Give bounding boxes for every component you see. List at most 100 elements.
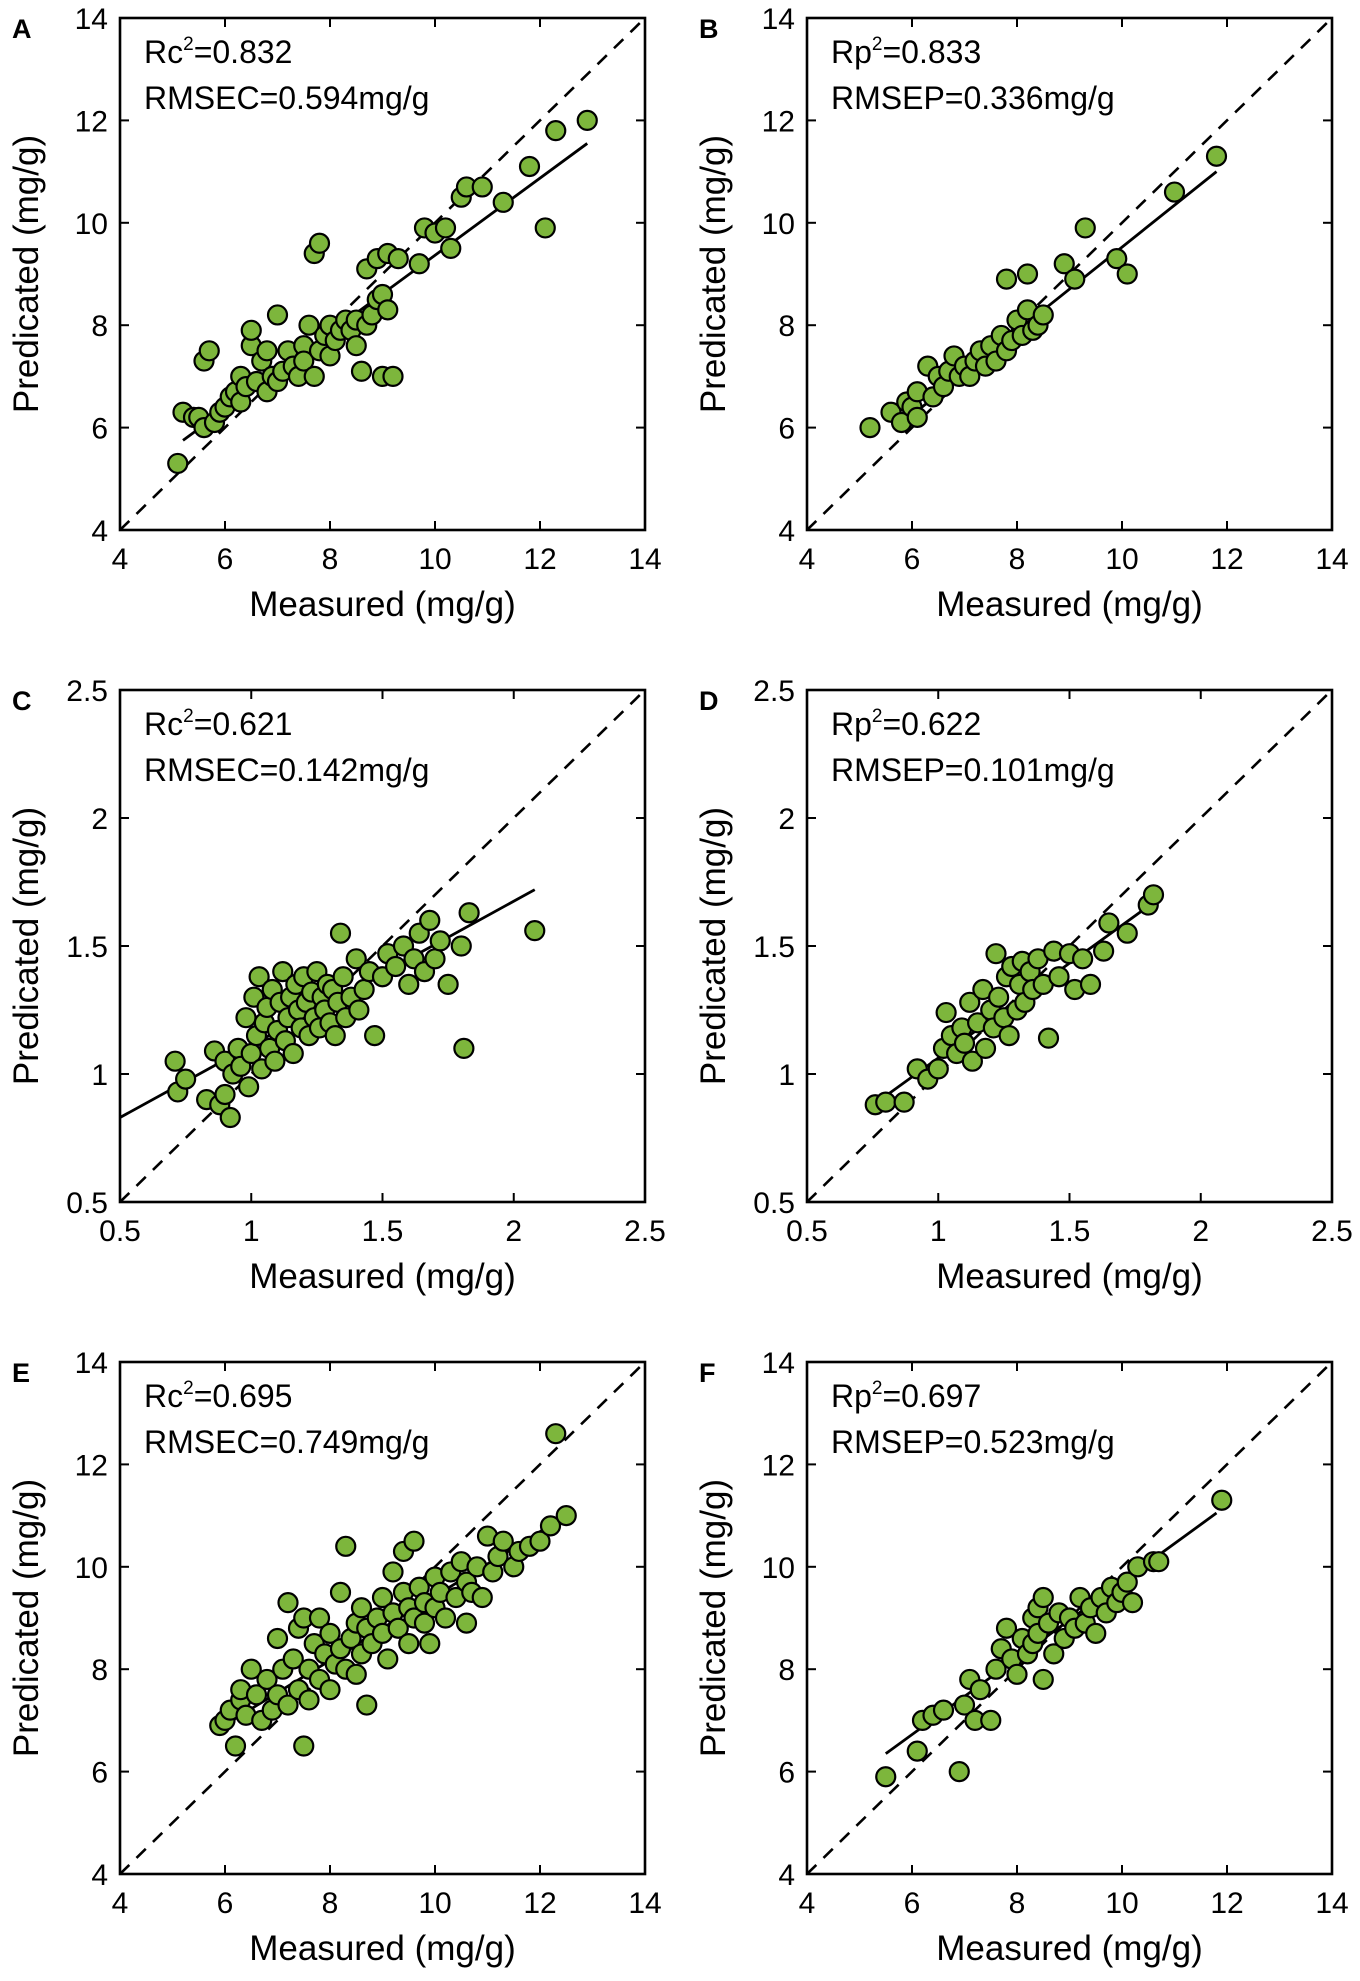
x-tick-label-a-2: 8 [322, 543, 339, 576]
y-tick-label-c-4: 2.5 [66, 675, 108, 708]
data-point-a-29 [293, 350, 315, 372]
stat-line-d-0: Rp2=0.622 [831, 706, 981, 742]
panel-b: B 4 6 8 10 12 14 4 6 8 10 12 14 Measured (mg/g) Predic… [694, 3, 1349, 624]
data-point-b-33 [1064, 268, 1086, 290]
data-point-e-54 [403, 1530, 425, 1552]
stat-line-e-1: RMSEC=0.749mg/g [144, 1424, 429, 1460]
stat-base-c-1: RMSEC=0.142mg/g [144, 752, 429, 788]
data-point-e-45 [371, 1586, 394, 1609]
data-point-f-22 [1032, 1586, 1054, 1609]
data-point-f-1 [906, 1740, 928, 1762]
data-point-d-7 [935, 1001, 957, 1024]
stat-base-a-0: Rc [144, 34, 183, 70]
data-point-a-55 [387, 248, 409, 270]
data-point-a-33 [308, 232, 331, 254]
data-point-e-33 [335, 1535, 357, 1557]
data-point-e-26 [308, 1607, 331, 1629]
x-tick-label-e-1: 6 [217, 1887, 234, 1920]
panel-e: E 4 6 8 10 12 14 4 6 8 10 12 14 Measured (mg/g) Predic… [7, 1347, 662, 1968]
data-point-d-40 [1093, 940, 1115, 962]
plot-frame-f [805, 1360, 1334, 1876]
data-point-e-75 [492, 1530, 514, 1552]
data-point-e-21 [293, 1735, 315, 1757]
data-point-f-11 [985, 1658, 1007, 1680]
data-point-d-44 [1142, 884, 1165, 906]
data-point-e-40 [356, 1694, 378, 1716]
data-point-e-29 [319, 1679, 341, 1701]
stat-base-f-0: Rp [831, 1378, 872, 1414]
data-point-c-0 [164, 1050, 186, 1072]
stat-line-f-0: Rp2=0.697 [831, 1378, 981, 1414]
data-point-f-39 [1116, 1571, 1138, 1593]
stat-base-e-1: RMSEC=0.749mg/g [144, 1424, 429, 1460]
x-tick-label-f-5: 14 [1315, 1887, 1348, 1920]
data-point-c-17 [248, 966, 270, 988]
data-point-c-52 [345, 948, 367, 970]
panel-a: A 4 6 8 10 12 14 4 6 8 10 12 14 Measured (mg/g) Predic… [7, 3, 662, 624]
data-point-e-67 [455, 1612, 478, 1634]
y-tick-label-b-3: 10 [762, 208, 795, 241]
x-tick-label-a-3: 10 [418, 543, 451, 576]
x-tick-label-a-5: 14 [628, 543, 661, 576]
data-point-d-39 [1079, 973, 1102, 996]
y-tick-label-f-1: 6 [778, 1757, 795, 1790]
x-tick-label-b-3: 10 [1105, 543, 1138, 576]
data-point-b-23 [995, 268, 1018, 290]
panel-letter-e: E [12, 1358, 30, 1388]
data-point-d-11 [953, 1032, 976, 1054]
x-axis-title-e: Measured (mg/g) [249, 1929, 515, 1968]
data-point-d-33 [1037, 1027, 1060, 1049]
data-point-b-27 [1016, 263, 1039, 285]
data-point-e-17 [282, 1648, 304, 1670]
data-point-e-37 [345, 1663, 367, 1685]
x-tick-label-e-3: 10 [418, 1887, 451, 1920]
x-tick-label-e-5: 14 [628, 1887, 661, 1920]
x-tick-label-c-2: 1.5 [362, 1215, 404, 1248]
data-point-a-56 [408, 253, 430, 275]
data-point-b-38 [1205, 145, 1228, 167]
y-tick-label-f-5: 14 [762, 1347, 795, 1380]
data-point-f-0 [875, 1766, 897, 1788]
data-point-a-59 [434, 217, 457, 239]
data-point-c-68 [437, 973, 459, 996]
y-tick-label-c-2: 1.5 [66, 931, 108, 964]
x-axis-title-b: Measured (mg/g) [936, 585, 1202, 624]
stat-sup-b-0: 2 [872, 34, 883, 55]
stat-sup-d-0: 2 [872, 706, 883, 727]
data-point-f-33 [1085, 1622, 1107, 1644]
data-point-d-5 [927, 1058, 949, 1080]
y-tick-label-d-4: 2.5 [753, 675, 795, 708]
stat-line-b-0: Rp2=0.833 [831, 34, 981, 70]
data-point-a-6 [198, 340, 220, 362]
stat-line-f-1: RMSEP=0.523mg/g [831, 1424, 1115, 1460]
data-point-a-20 [256, 340, 278, 362]
data-point-a-42 [345, 335, 367, 357]
stat-base-e-0: Rc [144, 1378, 183, 1414]
data-point-e-3 [224, 1735, 247, 1757]
stat-base-d-0: Rp [831, 706, 872, 742]
y-tick-label-d-0: 0.5 [753, 1187, 795, 1220]
y-tick-label-e-3: 10 [75, 1552, 108, 1585]
data-point-b-5 [906, 406, 928, 428]
data-point-e-46 [377, 1648, 399, 1670]
y-tick-label-d-2: 1.5 [753, 931, 795, 964]
x-tick-label-d-4: 2.5 [1311, 1215, 1353, 1248]
y-tick-label-e-4: 12 [75, 1449, 108, 1482]
plot-frame-a [118, 16, 647, 532]
y-tick-label-a-1: 6 [91, 413, 108, 446]
data-point-a-65 [518, 155, 541, 178]
data-point-e-10 [256, 1668, 278, 1691]
data-point-f-9 [969, 1679, 991, 1701]
stat-line-b-1: RMSEP=0.336mg/g [831, 80, 1115, 116]
stat-line-e-0: Rc2=0.695 [144, 1378, 292, 1414]
y-tick-label-f-3: 10 [762, 1552, 795, 1585]
data-point-b-35 [1106, 248, 1128, 270]
data-point-f-13 [995, 1617, 1018, 1639]
stat-sup-c-0: 2 [183, 706, 194, 727]
data-point-b-0 [859, 417, 881, 439]
data-point-e-7 [240, 1658, 262, 1680]
stat-line-a-0: Rc2=0.832 [144, 34, 292, 70]
y-axis-title-c: Predicated (mg/g) [7, 807, 46, 1085]
data-point-a-64 [492, 191, 514, 213]
x-tick-label-b-0: 4 [799, 543, 816, 576]
